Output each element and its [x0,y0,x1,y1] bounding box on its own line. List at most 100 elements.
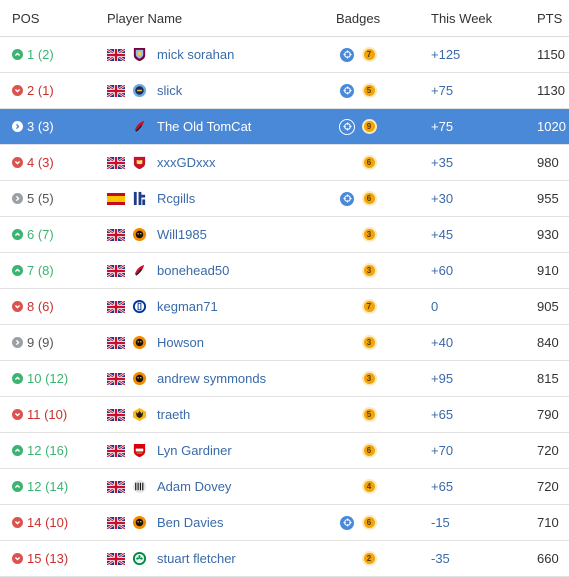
gold-badge-icon[interactable]: 3 [361,335,377,350]
position-cell: 3 (3) [0,119,107,134]
everton-crest-icon [132,299,147,314]
table-row[interactable]: 1 (2) mick sorahan 7 +125 1150 [0,37,569,73]
table-row[interactable]: 8 (6) kegman71 7 0 905 [0,289,569,325]
position-text: 6 (7) [27,227,54,242]
player-name-link[interactable]: mick sorahan [157,47,235,62]
trend-down-icon [12,553,23,564]
table-body: 1 (2) mick sorahan 7 +125 1150 2 (1) sli… [0,37,569,577]
gold-badge-icon[interactable]: 7 [361,47,377,62]
target-badge-icon[interactable] [339,190,355,207]
table-row[interactable]: 12 (16) Lyn Gardiner 6 +70 720 [0,433,569,469]
gills-crest-icon [132,191,147,206]
player-name-link[interactable]: Rcgills [157,191,196,206]
position-text: 8 (6) [27,299,54,314]
position-cell: 6 (7) [0,227,107,242]
target-badge-icon[interactable] [339,46,355,63]
gold-badge-icon[interactable]: 5 [361,83,377,98]
header-badges[interactable]: Badges [336,10,381,26]
gold-badge-icon[interactable]: 6 [361,443,377,458]
points-value: 955 [537,191,559,206]
trend-up-icon [12,265,23,276]
position-cell: 15 (13) [0,551,107,566]
liverpool-crest-icon [132,155,147,170]
gold-badge-icon[interactable]: 3 [361,263,377,278]
table-row[interactable]: 7 (8) bonehead50 3 +60 910 [0,253,569,289]
player-name-link[interactable]: Howson [157,335,204,350]
gold-badge-icon[interactable]: 6 [361,191,377,206]
no-flag [107,121,125,133]
points-value: 790 [537,407,559,422]
player-name-link[interactable]: xxxGDxxx [157,155,216,170]
header-player-name[interactable]: Player Name [107,10,183,26]
gold-badge-icon[interactable]: 3 [361,227,377,242]
arsenal-crest-icon [132,443,147,458]
player-name-link[interactable]: Adam Dovey [157,479,232,494]
position-cell: 12 (16) [0,443,107,458]
target-badge-icon[interactable] [339,118,355,135]
hull-crest-icon [132,227,147,242]
player-cell: bonehead50 [106,263,336,278]
player-cell: xxxGDxxx [106,155,336,170]
player-name-link[interactable]: Ben Davies [157,515,224,530]
table-row[interactable]: 4 (3) xxxGDxxx 6 +35 980 [0,145,569,181]
table-row[interactable]: 14 (10) Ben Davies 6 -15 710 [0,505,569,541]
gold-badge-icon[interactable]: 9 [361,119,377,134]
table-row[interactable]: 15 (13) stuart fletcher 2 -35 660 [0,541,569,577]
this-week-value: +65 [431,479,454,494]
position-cell: 2 (1) [0,83,107,98]
header-pos[interactable]: POS [12,10,40,26]
uk-flag-icon [106,515,126,530]
player-cell: kegman71 [106,299,336,314]
badge-slot: 6 [358,515,380,530]
table-row[interactable]: 9 (9) Howson 3 +40 840 [0,325,569,361]
position-text: 4 (3) [27,155,54,170]
player-name-link[interactable]: The Old TomCat [157,119,252,134]
player-name-link[interactable]: slick [157,83,183,98]
gold-badge-icon[interactable]: 6 [361,515,377,530]
position-text: 7 (8) [27,263,54,278]
trend-down-icon [12,157,23,168]
points-value: 720 [537,479,559,494]
position-cell: 4 (3) [0,155,107,170]
player-name-link[interactable]: Will1985 [157,227,207,242]
gold-badge-icon[interactable]: 3 [361,371,377,386]
table-row[interactable]: 2 (1) slick 5 +75 1130 [0,73,569,109]
badges-cell: 3 [336,227,431,242]
wolves-crest-icon [132,407,147,422]
header-this-week[interactable]: This Week [431,10,493,26]
player-name-link[interactable]: stuart fletcher [157,551,236,566]
table-row[interactable]: 12 (14) Adam Dovey 4 +65 720 [0,469,569,505]
target-badge-icon[interactable] [339,82,355,99]
target-badge-icon[interactable] [339,514,355,531]
gold-badge-icon[interactable]: 4 [361,479,377,494]
gold-badge-icon[interactable]: 7 [361,299,377,314]
cherries-crest-icon [132,263,147,278]
player-name-link[interactable]: Lyn Gardiner [157,443,232,458]
uk-flag-icon [106,371,126,386]
player-name-link[interactable]: kegman71 [157,299,218,314]
position-cell: 14 (10) [0,515,107,530]
player-name-link[interactable]: traeth [157,407,191,422]
gold-badge-icon[interactable]: 5 [361,407,377,422]
table-row[interactable]: 3 (3) The Old TomCat 9 +75 1020 [0,109,569,145]
table-row[interactable]: 11 (10) traeth 5 +65 790 [0,397,569,433]
position-text: 1 (2) [27,47,54,62]
uk-flag-icon [106,299,126,314]
position-cell: 5 (5) [0,191,107,206]
player-name-link[interactable]: bonehead50 [157,263,230,278]
trend-up-icon [12,373,23,384]
table-row[interactable]: 6 (7) Will1985 3 +45 930 [0,217,569,253]
player-cell: Ben Davies [106,515,336,530]
badges-cell: 4 [336,479,431,494]
badge-slot [336,190,358,207]
header-pts[interactable]: PTS [537,10,563,26]
table-row[interactable]: 5 (5) Rcgills 6 +30 955 [0,181,569,217]
table-row[interactable]: 10 (12) andrew symmonds 3 +95 815 [0,361,569,397]
trend-up-icon [12,229,23,240]
player-name-link[interactable]: andrew symmonds [157,371,267,386]
this-week-value: +45 [431,227,454,242]
badge-slot: 3 [358,227,380,242]
gold-badge-icon[interactable]: 6 [361,155,377,170]
gold-badge-icon[interactable]: 2 [361,551,377,566]
